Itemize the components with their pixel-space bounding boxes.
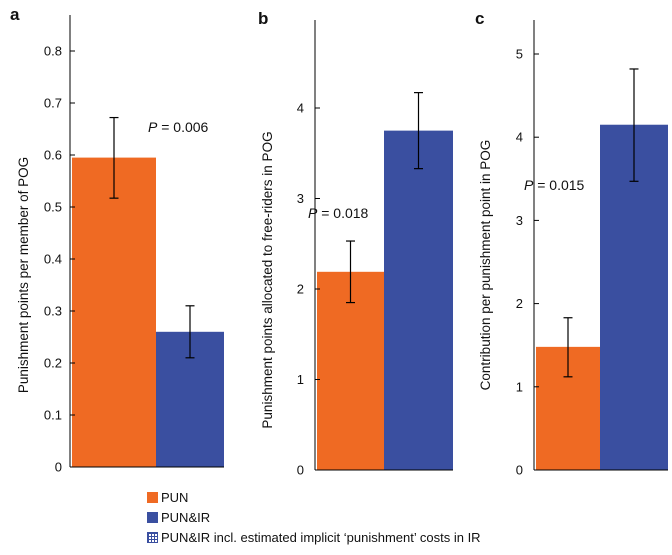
legend-label-punir: PUN&IR bbox=[161, 509, 211, 525]
y-tick-label-a-0: 0 bbox=[55, 460, 62, 475]
legend-swatch-punir-hatched bbox=[147, 531, 158, 543]
y-tick-label-a-2: 0.2 bbox=[44, 356, 62, 371]
y-tick-label-c-5: 5 bbox=[516, 47, 523, 62]
p-value-annotation-a: P = 0.006 bbox=[148, 119, 209, 135]
bar-b-pun bbox=[317, 271, 384, 470]
y-tick-label-a-4: 0.4 bbox=[44, 252, 62, 267]
y-tick-label-c-4: 4 bbox=[516, 130, 523, 145]
legend-item-punir-hatched: PUN&IR incl. estimated implicit ‘punishm… bbox=[147, 527, 481, 547]
y-axis-label-c: Contribution per punishment point in POG bbox=[478, 140, 493, 391]
y-tick-label-a-5: 0.5 bbox=[44, 200, 62, 215]
legend: PUN PUN&IR PUN&IR incl. estimated implic… bbox=[147, 487, 481, 547]
y-tick-label-b-3: 3 bbox=[297, 191, 304, 206]
bar-a-pun bbox=[72, 157, 156, 467]
legend-item-pun: PUN bbox=[147, 487, 481, 507]
y-tick-label-b-0: 0 bbox=[297, 463, 304, 478]
y-tick-label-c-1: 1 bbox=[516, 379, 523, 394]
bar-c-punir bbox=[600, 124, 668, 470]
y-tick-label-b-1: 1 bbox=[297, 372, 304, 387]
y-axis-label-b: Punishment points allocated to free-ride… bbox=[260, 131, 275, 428]
y-tick-label-b-4: 4 bbox=[297, 101, 304, 116]
legend-swatch-pun bbox=[147, 491, 158, 503]
panel-letter-b: b bbox=[258, 9, 268, 28]
panel-letter-a: a bbox=[10, 5, 20, 24]
bar-b-punir bbox=[384, 130, 453, 470]
y-tick-label-b-2: 2 bbox=[297, 282, 304, 297]
y-axis-label-a: Punishment points per member of POG bbox=[16, 157, 31, 393]
y-tick-label-a-7: 0.7 bbox=[44, 96, 62, 111]
p-value-annotation-b: P = 0.018 bbox=[308, 205, 369, 221]
y-tick-label-a-1: 0.1 bbox=[44, 408, 62, 423]
y-tick-label-c-2: 2 bbox=[516, 296, 523, 311]
y-tick-label-c-3: 3 bbox=[516, 213, 523, 228]
y-tick-label-a-3: 0.3 bbox=[44, 304, 62, 319]
y-tick-label-a-6: 0.6 bbox=[44, 148, 62, 163]
p-value-annotation-c: P = 0.015 bbox=[524, 177, 585, 193]
legend-label-punir-hatched: PUN&IR incl. estimated implicit ‘punishm… bbox=[161, 529, 481, 545]
legend-label-pun: PUN bbox=[161, 489, 189, 505]
legend-swatch-punir bbox=[147, 511, 158, 523]
panel-letter-c: c bbox=[475, 9, 484, 28]
y-tick-label-c-0: 0 bbox=[516, 463, 523, 478]
y-tick-label-a-8: 0.8 bbox=[44, 44, 62, 59]
legend-item-punir: PUN&IR bbox=[147, 507, 481, 527]
